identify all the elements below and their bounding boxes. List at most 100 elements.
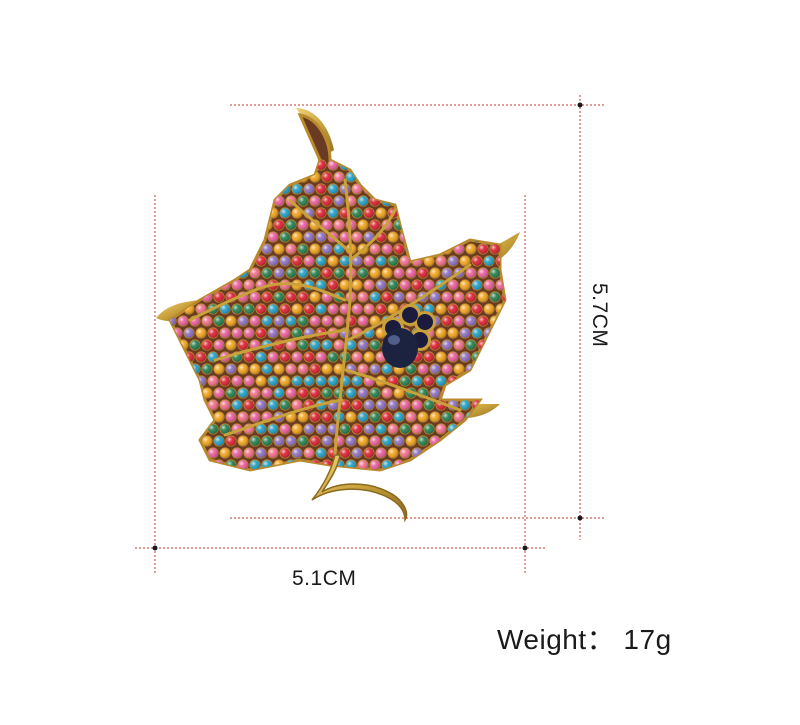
rhinestone-shine — [339, 399, 351, 411]
rhinestone — [189, 411, 201, 423]
rhinestone-shine — [483, 255, 495, 267]
rhinestone-shine — [423, 351, 435, 363]
rhinestone — [201, 267, 213, 279]
rhinestone-shine — [369, 291, 381, 303]
rhinestone-shine — [303, 231, 315, 243]
rhinestone — [387, 183, 399, 195]
rhinestone-shine — [297, 339, 309, 351]
rhinestone-shine — [177, 411, 189, 423]
rhinestone-shine — [495, 159, 505, 171]
rhinestone-shine — [315, 231, 327, 243]
rhinestone — [171, 447, 183, 459]
rhinestone-shine — [447, 207, 459, 219]
rhinestone-shine — [435, 207, 447, 219]
rhinestone-shine — [213, 339, 225, 351]
rhinestone-shine — [237, 171, 249, 183]
rhinestone-shine — [441, 267, 453, 279]
rhinestone — [351, 159, 363, 171]
rhinestone — [411, 231, 423, 243]
rhinestone — [213, 219, 225, 231]
rhinestone-shine — [195, 207, 207, 219]
rhinestone-shine — [243, 327, 255, 339]
rhinestone — [170, 231, 171, 243]
rhinestone — [249, 195, 261, 207]
rhinestone-shine — [170, 363, 177, 375]
rhinestone — [177, 411, 189, 423]
rhinestone-shine — [201, 339, 213, 351]
rhinestone-shine — [249, 459, 261, 470]
rhinestone-shine — [375, 303, 387, 315]
rhinestone — [483, 375, 495, 387]
rhinestone — [441, 171, 453, 183]
rhinestone — [489, 195, 501, 207]
rhinestone-shine — [177, 219, 189, 231]
rhinestone — [213, 195, 225, 207]
rhinestone-shine — [171, 159, 183, 171]
rhinestone-shine — [170, 387, 177, 399]
rhinestone — [453, 195, 465, 207]
rhinestone-shine — [171, 351, 183, 363]
rhinestone — [170, 267, 177, 279]
rhinestone — [477, 195, 489, 207]
rhinestone — [177, 219, 189, 231]
rhinestone-shine — [261, 435, 273, 447]
rhinestone-shine — [315, 183, 327, 195]
rhinestone-shine — [489, 219, 501, 231]
rhinestone-shine — [483, 207, 495, 219]
rhinestone-shine — [171, 447, 183, 459]
rhinestone-shine — [381, 171, 393, 183]
rhinestone — [459, 159, 471, 171]
rhinestone-shine — [267, 375, 279, 387]
rhinestone-shine — [489, 387, 501, 399]
rhinestone — [495, 447, 505, 459]
rhinestone-shine — [333, 339, 345, 351]
rhinestone-shine — [279, 375, 291, 387]
rhinestone-shine — [357, 219, 369, 231]
rhinestone-shine — [315, 303, 327, 315]
rhinestone-shine — [465, 387, 477, 399]
rhinestone-shine — [423, 255, 435, 267]
rhinestone — [189, 459, 201, 470]
rhinestone-shine — [435, 327, 447, 339]
rhinestone — [177, 387, 189, 399]
rhinestone — [423, 159, 435, 171]
rhinestone-shine — [285, 387, 297, 399]
rhinestone — [495, 159, 505, 171]
rhinestone-shine — [225, 267, 237, 279]
rhinestone-shine — [207, 255, 219, 267]
rhinestone-shine — [483, 159, 495, 171]
rhinestone-shine — [453, 363, 465, 375]
rhinestone-shine — [273, 291, 285, 303]
rhinestone — [441, 195, 453, 207]
rhinestone-shine — [249, 171, 261, 183]
rhinestone-shine — [375, 447, 387, 459]
rhinestone — [423, 231, 435, 243]
rhinestone — [435, 207, 447, 219]
rhinestone-shine — [501, 387, 505, 399]
rhinestone — [170, 183, 171, 195]
rhinestone-shine — [249, 411, 261, 423]
rhinestone-shine — [170, 219, 177, 231]
rhinestone-shine — [447, 231, 459, 243]
rhinestone — [170, 363, 177, 375]
rhinestone — [405, 171, 417, 183]
rhinestone-shine — [171, 375, 183, 387]
rhinestone — [273, 171, 285, 183]
rhinestone-shine — [291, 231, 303, 243]
rhinestone — [171, 255, 183, 267]
rhinestone-shine — [435, 423, 447, 435]
rhinestone — [489, 363, 501, 375]
rhinestone-shine — [237, 315, 249, 327]
rhinestone-shine — [309, 459, 321, 470]
rhinestone-shine — [447, 327, 459, 339]
rhinestone — [177, 171, 189, 183]
rhinestone-shine — [447, 159, 459, 171]
rhinestone-shine — [255, 399, 267, 411]
height-dimension-label: 5.7CM — [588, 283, 611, 348]
rhinestone-shine — [435, 255, 447, 267]
rhinestone-shine — [177, 387, 189, 399]
rhinestone-shine — [459, 279, 471, 291]
rhinestone — [237, 219, 249, 231]
rhinestone-shine — [170, 351, 171, 363]
rhinestone — [417, 219, 429, 231]
